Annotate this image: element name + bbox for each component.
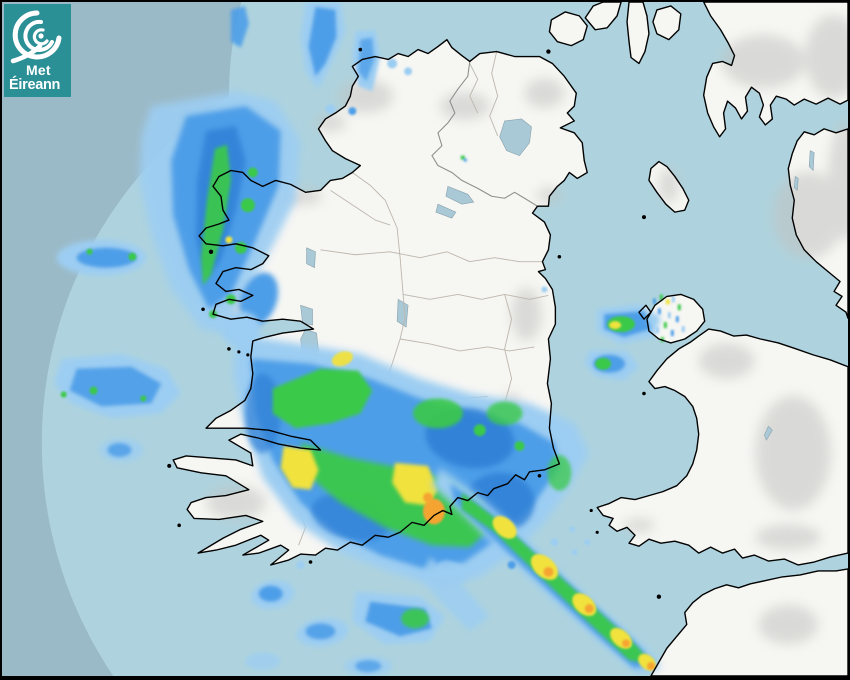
rain-northwest-mass — [139, 91, 301, 347]
cyclone-spiral-icon — [10, 10, 61, 64]
northern-ireland-border — [431, 61, 549, 207]
logo-text: Met Éireann — [4, 63, 71, 93]
logo-text-line2: Éireann — [9, 77, 61, 93]
rain-anglesey-group — [584, 294, 685, 381]
logo-text-line1: Met — [26, 62, 51, 78]
small-islands — [167, 47, 662, 599]
rain-small-specks — [460, 155, 591, 546]
rain-southeast-band — [420, 467, 661, 675]
rain-south-scattered — [244, 538, 578, 676]
coastlines — [167, 2, 848, 676]
rain-echoes — [53, 2, 685, 676]
terrain-shading — [206, 14, 848, 645]
lough-neagh — [499, 118, 532, 156]
rain-north-streaks — [230, 2, 413, 115]
met-eireann-logo: Met Éireann — [4, 4, 71, 97]
rain-west-patches — [53, 239, 182, 462]
